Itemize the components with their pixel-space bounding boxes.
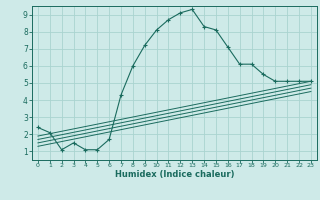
X-axis label: Humidex (Indice chaleur): Humidex (Indice chaleur) <box>115 170 234 179</box>
